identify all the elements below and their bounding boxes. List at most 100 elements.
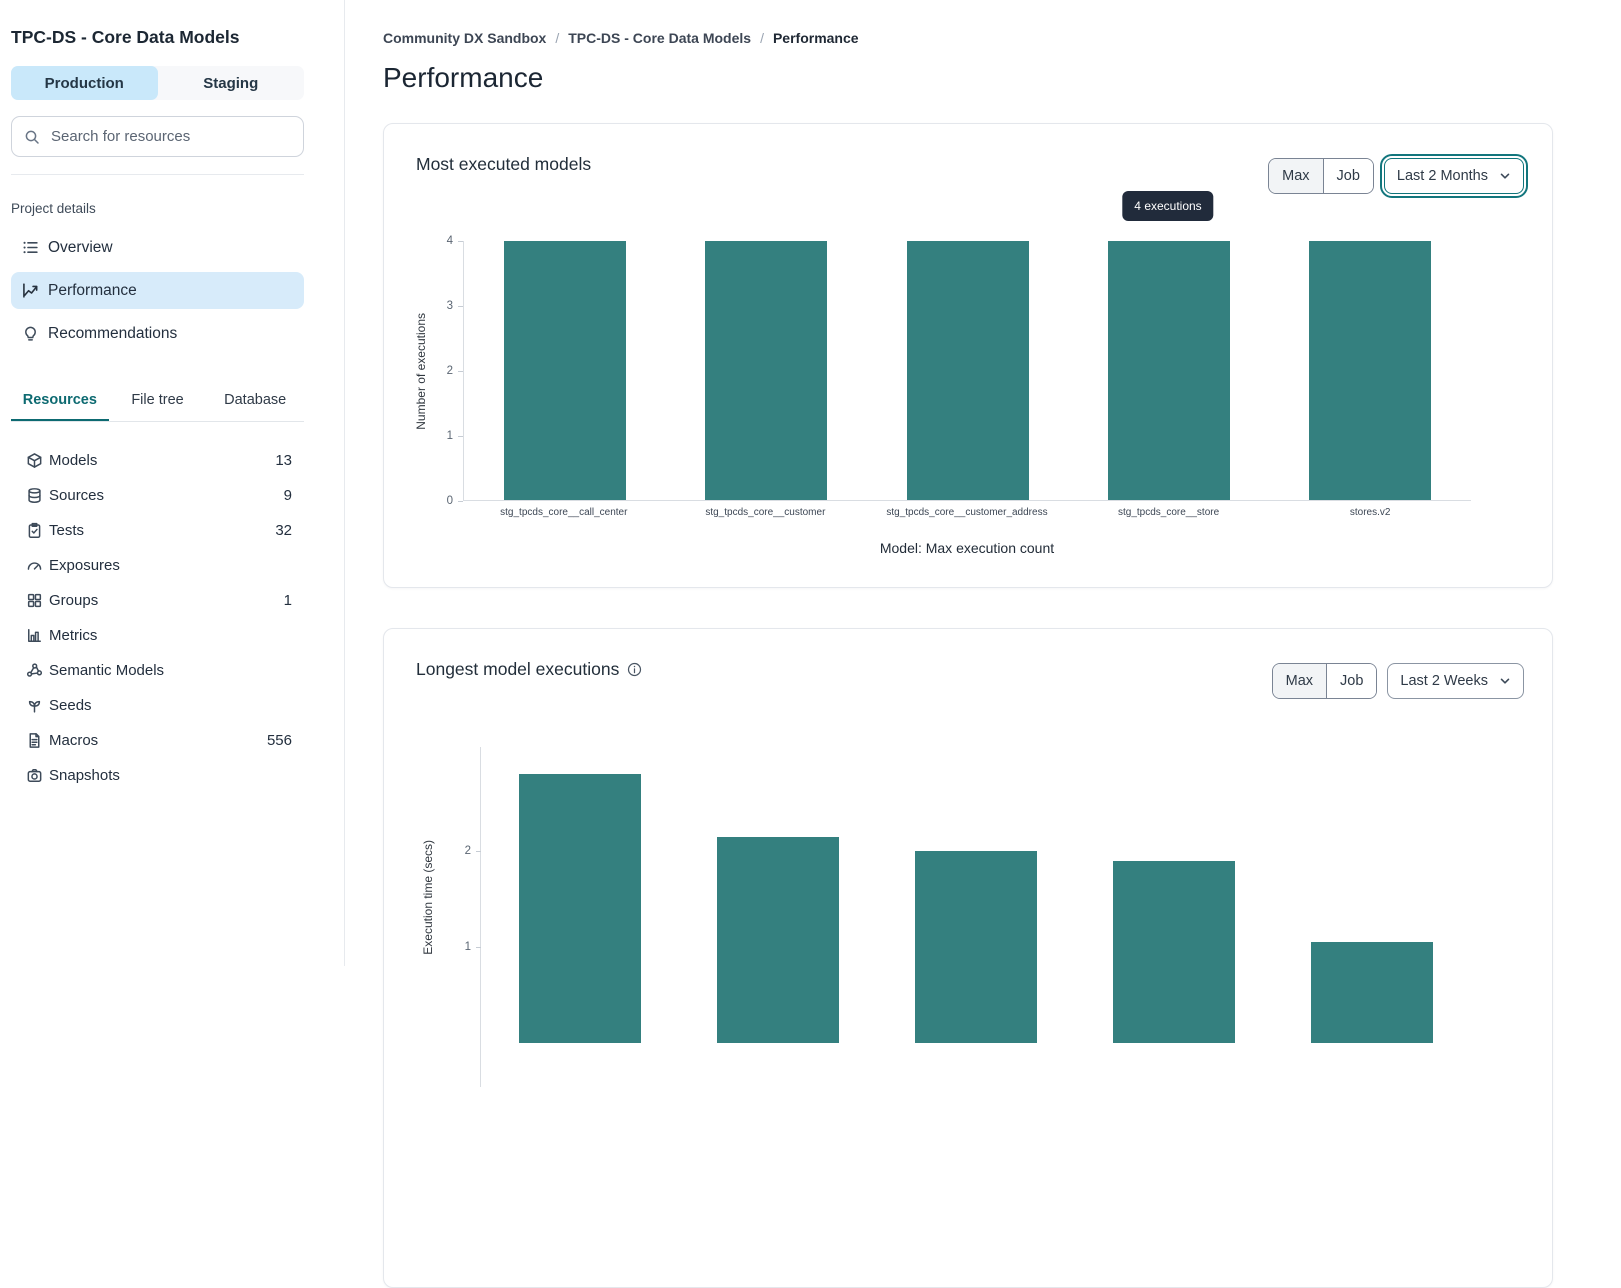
resource-item-metrics[interactable]: Metrics (11, 618, 304, 653)
y-tick-mark (458, 306, 463, 307)
sprout-icon (26, 697, 43, 714)
barchart-icon (26, 627, 43, 644)
overview-list-icon (22, 239, 39, 256)
project-title: TPC-DS - Core Data Models (11, 27, 240, 47)
bar-stg-tpcds-core-customer-address[interactable] (906, 241, 1029, 500)
resource-list: Models 13 Sources 9 Tests 32 Exposures Groups 1 M… (11, 443, 304, 793)
x-tick-label: stg_tpcds_core__call_center (500, 507, 628, 518)
y-tick-label: 0 (446, 495, 453, 507)
nav-item-performance[interactable]: Performance (11, 272, 304, 309)
clipboard-icon (26, 522, 43, 539)
y-tick-mark (458, 241, 463, 242)
resource-label: Exposures (49, 557, 120, 574)
project-details-label: Project details (11, 201, 96, 216)
resource-count: 32 (275, 522, 292, 539)
camera-icon (26, 767, 43, 784)
x-tick-label: stores.v2 (1349, 507, 1391, 518)
bar-stores-v2[interactable] (1309, 241, 1432, 500)
breadcrumb-item-account[interactable]: Community DX Sandbox (383, 30, 547, 46)
resource-item-models[interactable]: Models 13 (11, 443, 304, 478)
nav-item-label: Overview (48, 238, 113, 256)
resource-item-semantic-models[interactable]: Semantic Models (11, 653, 304, 688)
tab-database[interactable]: Database (224, 392, 287, 408)
most-executed-models-card: Most executed models Max Job Last 2 Mont… (383, 123, 1553, 588)
performance-chart-icon (22, 282, 39, 299)
resource-item-exposures[interactable]: Exposures (11, 548, 304, 583)
env-tab-staging[interactable]: Staging (203, 74, 259, 92)
bar-5[interactable] (1311, 942, 1433, 1043)
max-button[interactable]: Max (1272, 664, 1328, 698)
time-range-dropdown[interactable]: Last 2 Months (1379, 154, 1529, 198)
bar-1[interactable] (519, 774, 641, 1043)
nav-item-recommendations[interactable]: Recommendations (11, 315, 304, 352)
resource-label: Snapshots (49, 767, 120, 784)
document-icon (26, 732, 43, 749)
dropdown-value: Last 2 Months (1396, 168, 1488, 184)
grid-icon (26, 592, 43, 609)
resource-count: 13 (275, 452, 292, 469)
bar-stg-tpcds-core-customer[interactable] (705, 241, 828, 500)
bar-3[interactable] (915, 851, 1037, 1043)
x-axis-title: Model: Max execution count (879, 540, 1055, 556)
bar-stg-tpcds-core-store[interactable] (1107, 241, 1230, 500)
nav-item-label: Performance (48, 281, 137, 299)
bar-stg-tpcds-core-call-center[interactable] (503, 241, 626, 500)
y-tick-label: 2 (446, 365, 453, 377)
resource-item-seeds[interactable]: Seeds (11, 688, 304, 723)
time-range-dropdown[interactable]: Last 2 Weeks (1387, 663, 1524, 699)
nav-item-overview[interactable]: Overview (11, 229, 304, 266)
sidebar-divider (11, 174, 304, 175)
cube-icon (26, 452, 43, 469)
sidebar: TPC-DS - Core Data Models Production Sta… (0, 0, 345, 966)
job-button[interactable]: Job (1323, 159, 1373, 193)
main-content: Community DX Sandbox / TPC-DS - Core Dat… (345, 0, 1621, 1288)
resource-label: Seeds (49, 697, 92, 714)
bar-2[interactable] (717, 836, 839, 1043)
y-tick-mark (476, 947, 481, 948)
card-controls: Max Job Last 2 Weeks (1271, 663, 1524, 699)
resource-label: Tests (49, 522, 85, 539)
x-tick-label: stg_tpcds_core__customer (705, 507, 826, 518)
breadcrumb-item-project[interactable]: TPC-DS - Core Data Models (568, 30, 752, 46)
environment-toggle: Production Staging (11, 66, 304, 100)
chart-tooltip: 4 executions (1122, 191, 1214, 221)
longest-model-executions-card: Longest model executions Max Job Last 2 … (383, 628, 1553, 1288)
resource-count: 1 (283, 592, 292, 609)
max-button[interactable]: Max (1269, 159, 1324, 193)
job-button[interactable]: Job (1327, 664, 1377, 698)
resource-item-macros[interactable]: Macros 556 (11, 723, 304, 758)
gauge-icon (26, 557, 43, 574)
max-job-toggle: Max Job (1268, 158, 1374, 194)
y-axis-label: Execution time (secs) (421, 839, 435, 955)
tab-file-tree[interactable]: File tree (131, 392, 184, 408)
search-input[interactable] (11, 116, 304, 157)
breadcrumb-separator: / (760, 30, 764, 46)
resource-item-groups[interactable]: Groups 1 (11, 583, 304, 618)
y-tick-label: 2 (464, 845, 471, 857)
env-tab-production[interactable]: Production (11, 66, 158, 100)
resource-item-sources[interactable]: Sources 9 (11, 478, 304, 513)
breadcrumb-item-current: Performance (772, 30, 859, 46)
resource-label: Models (49, 452, 98, 469)
resource-count: 556 (266, 732, 292, 749)
resource-count: 9 (283, 487, 292, 504)
search-box (11, 116, 304, 157)
card-title: Most executed models (416, 154, 592, 174)
y-tick-mark (458, 371, 463, 372)
resource-label: Semantic Models (49, 662, 165, 679)
y-tick-mark (458, 501, 463, 502)
card-title: Longest model executions (416, 659, 642, 680)
info-icon[interactable] (627, 662, 642, 677)
dropdown-value: Last 2 Weeks (1400, 673, 1488, 689)
breadcrumb-separator: / (555, 30, 560, 46)
resource-label: Groups (49, 592, 99, 609)
resource-item-tests[interactable]: Tests 32 (11, 513, 304, 548)
bar-4[interactable] (1113, 860, 1235, 1043)
resource-item-snapshots[interactable]: Snapshots (11, 758, 304, 793)
project-nav: Overview Performance Recommendations (11, 229, 304, 352)
y-tick-mark (476, 851, 481, 852)
tab-resources[interactable]: Resources (11, 392, 109, 421)
nodes-icon (26, 662, 43, 679)
y-tick-label: 3 (446, 300, 453, 312)
resource-tabs: Resources File tree Database (11, 392, 304, 422)
